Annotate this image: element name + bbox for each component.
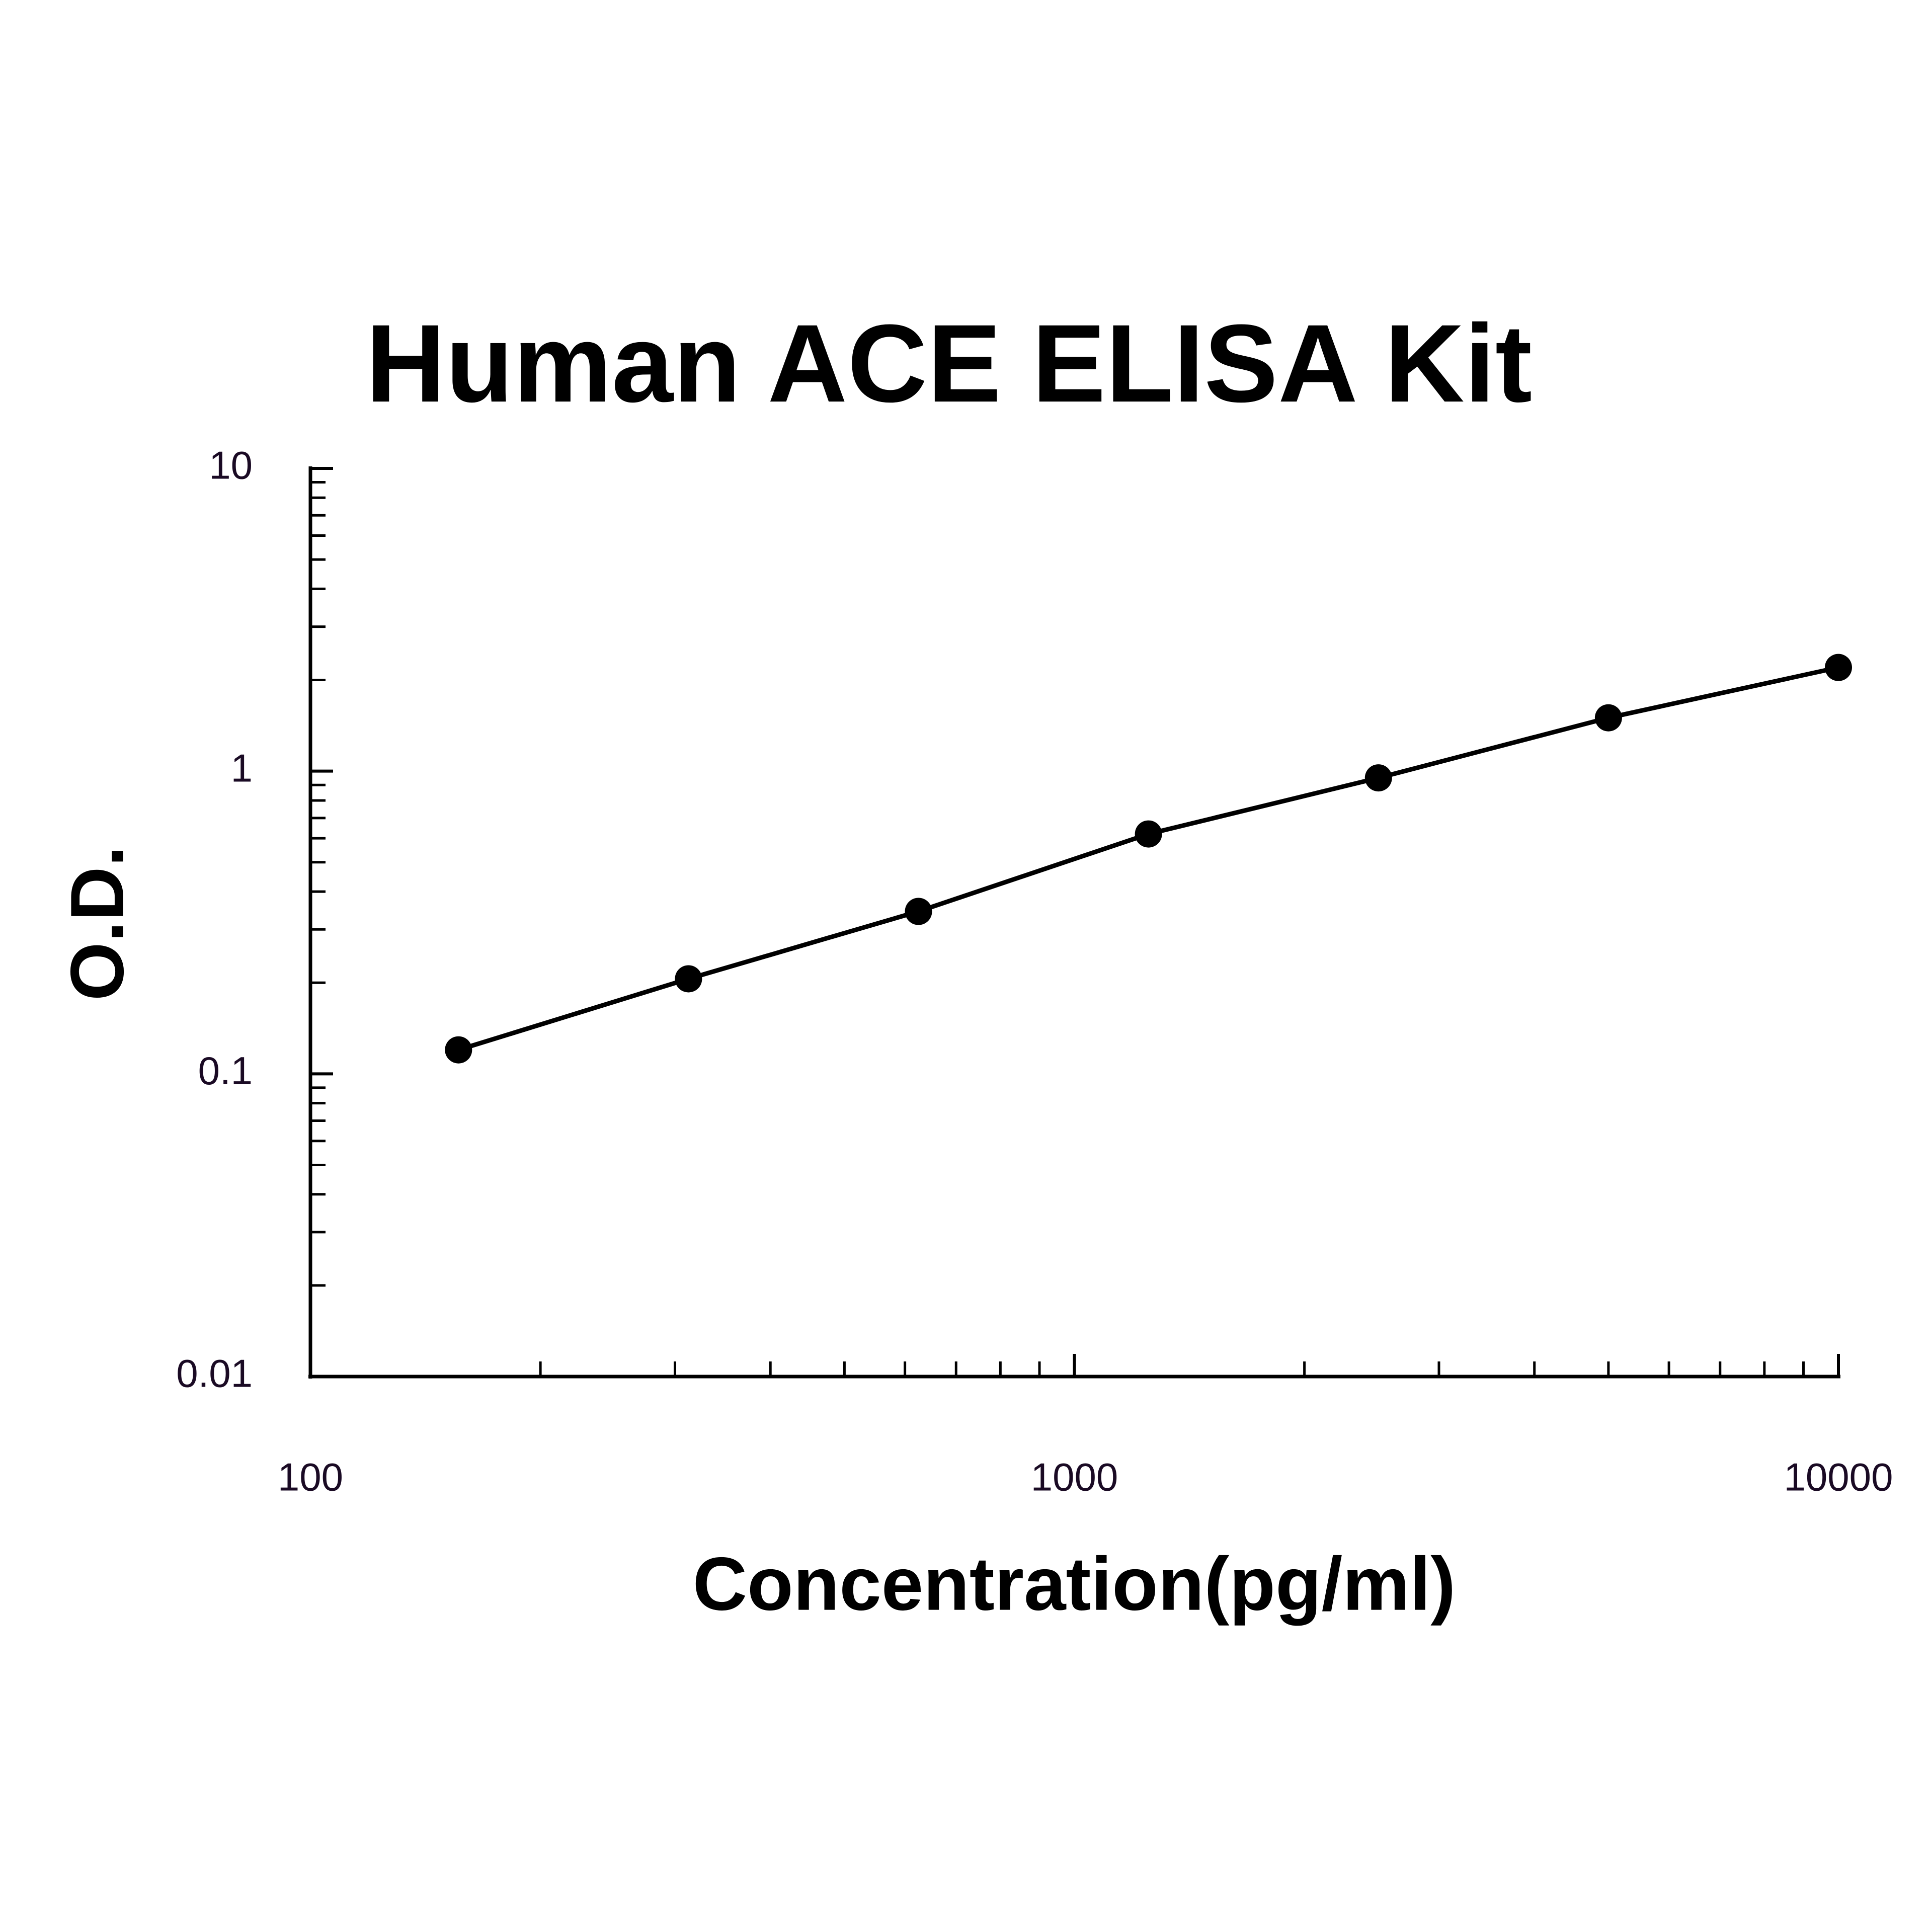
y-tick-label: 10 [209,443,253,488]
data-point [1135,820,1162,848]
x-tick-label: 10000 [1784,1455,1893,1499]
data-point [1594,704,1622,732]
y-tick-label: 0.01 [176,1351,253,1396]
data-point [905,898,932,925]
data-point [675,965,702,993]
fit-line [457,665,1839,1052]
data-point [445,1036,472,1064]
data-point [1364,764,1392,792]
data-point [1825,654,1852,681]
x-axis-label: Concentration(pg/ml) [693,1542,1456,1626]
y-axis-label: O.D. [55,846,139,1001]
x-tick-label: 100 [278,1455,343,1499]
x-tick-label: 1000 [1031,1455,1118,1499]
chart-title: Human ACE ELISA Kit [366,301,1532,425]
y-tick-label: 0.1 [198,1049,253,1093]
y-tick-label: 1 [231,746,253,790]
